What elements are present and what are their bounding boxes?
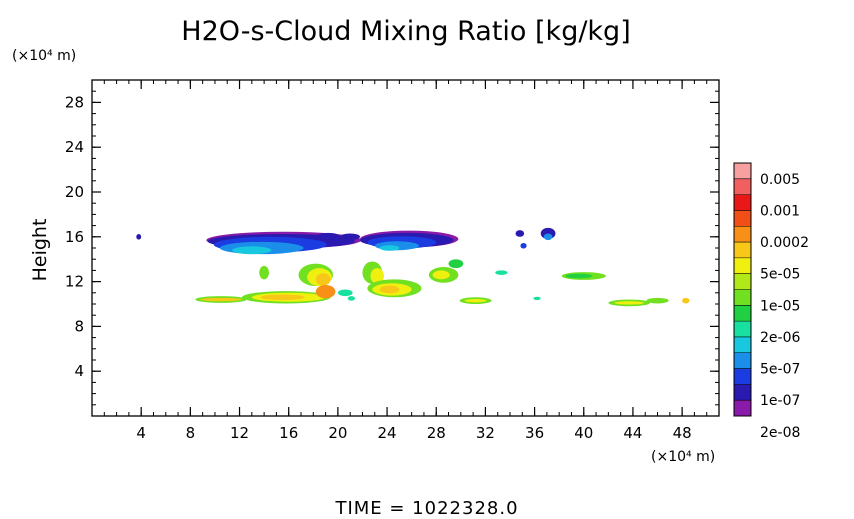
cloud-upper-left-tail2 bbox=[340, 233, 361, 241]
x-tick-label: 16 bbox=[279, 424, 298, 442]
x-tick-label: 32 bbox=[476, 424, 495, 442]
core2-base-orange bbox=[379, 285, 400, 294]
colorbar-swatch bbox=[734, 321, 751, 337]
cloud-patch-35 bbox=[520, 242, 527, 249]
colorbar-label: 2e-08 bbox=[760, 425, 800, 441]
colorbar-swatch bbox=[734, 384, 751, 401]
x-tick-label: 48 bbox=[673, 424, 692, 442]
colorbar-swatch bbox=[734, 257, 751, 274]
y-tick-label: 20 bbox=[65, 183, 84, 201]
colorbar-label: 0.001 bbox=[760, 203, 800, 219]
y-tick-label: 4 bbox=[74, 362, 84, 380]
low-band-48 bbox=[682, 297, 690, 304]
x-tick-label: 40 bbox=[574, 424, 593, 442]
colorbar-swatch bbox=[734, 305, 751, 322]
x-tick-label: 24 bbox=[378, 424, 397, 442]
cloud-upper-left-cyan bbox=[232, 246, 272, 255]
mid-band-40-core bbox=[565, 273, 593, 279]
colorbar-swatch bbox=[734, 194, 751, 211]
colorbar-swatch bbox=[734, 273, 751, 290]
colorbar-swatch bbox=[734, 163, 751, 179]
colorbar-swatch bbox=[734, 336, 751, 353]
low-band-31-core bbox=[464, 298, 487, 303]
chart-title: H2O-s-Cloud Mixing Ratio [kg/kg] bbox=[181, 16, 630, 47]
core2-stalk-yellow bbox=[370, 268, 384, 284]
x-tick-label: 36 bbox=[525, 424, 544, 442]
x-tick-label: 12 bbox=[230, 424, 249, 442]
colorbar-swatch bbox=[734, 178, 751, 195]
core1-base-orange bbox=[260, 294, 305, 301]
colorbar-label: 5e-07 bbox=[760, 362, 800, 378]
x-unit-label: (×10⁴ m) bbox=[651, 449, 715, 465]
cloud-upper-mid-cyan bbox=[379, 245, 400, 251]
colorbar-swatch bbox=[734, 400, 751, 416]
colorbar-swatch bbox=[734, 352, 751, 369]
y-tick-label: 8 bbox=[74, 317, 84, 335]
x-tick-label: 4 bbox=[136, 424, 146, 442]
core2-side-top bbox=[448, 259, 464, 269]
x-tick-label: 44 bbox=[623, 424, 642, 442]
colorbar-label: 2e-06 bbox=[760, 330, 800, 346]
colorbar-swatch bbox=[734, 289, 751, 306]
cloud-patch-36-core bbox=[543, 233, 553, 241]
colorbar-label: 1e-05 bbox=[760, 298, 800, 314]
low-band-46 bbox=[646, 297, 669, 304]
x-tick-label: 28 bbox=[427, 424, 446, 442]
colorbar-label: 0.005 bbox=[760, 172, 800, 188]
plot-area bbox=[136, 227, 690, 307]
y-tick-label: 12 bbox=[65, 273, 84, 291]
y-tick-label: 24 bbox=[65, 138, 84, 156]
time-footer: TIME = 1022328.0 bbox=[334, 498, 518, 519]
x-tick-label: 20 bbox=[328, 424, 347, 442]
y-unit-label: (×10⁴ m) bbox=[12, 48, 76, 64]
core1-hot bbox=[315, 284, 336, 299]
colorbar-label: 0.0002 bbox=[760, 235, 809, 251]
low-band-10-core bbox=[200, 297, 242, 302]
colorbar-label: 1e-07 bbox=[760, 393, 800, 409]
colorbar-label: 5e-05 bbox=[760, 267, 800, 283]
patch-20 bbox=[337, 289, 353, 297]
patch-33 bbox=[495, 270, 508, 275]
core2-side-yellow bbox=[432, 270, 450, 280]
x-tick-label: 8 bbox=[186, 424, 196, 442]
colorbar-swatch bbox=[734, 226, 751, 243]
colorbar-swatch bbox=[734, 368, 751, 385]
colorbar: 0.005 0.001 0.0002 5e-05 1e-05 2e-06 5e-07 1e-0… bbox=[733, 162, 809, 441]
cloud-patch-34 bbox=[515, 230, 525, 237]
low-band-44-core bbox=[614, 301, 645, 305]
patch-21 bbox=[347, 296, 356, 301]
y-axis-label: Height bbox=[29, 219, 51, 282]
core1-stalk-a bbox=[259, 265, 270, 280]
cloud-upper-left-tail bbox=[315, 232, 341, 241]
colorbar-swatch bbox=[734, 242, 751, 258]
colorbar-swatch bbox=[734, 210, 751, 227]
cloud-patch-4 bbox=[136, 234, 142, 240]
core1-upper-orange bbox=[315, 273, 331, 286]
y-tick-label: 28 bbox=[65, 93, 84, 111]
y-tick-label: 16 bbox=[65, 228, 84, 246]
patch-36-low bbox=[533, 296, 541, 301]
